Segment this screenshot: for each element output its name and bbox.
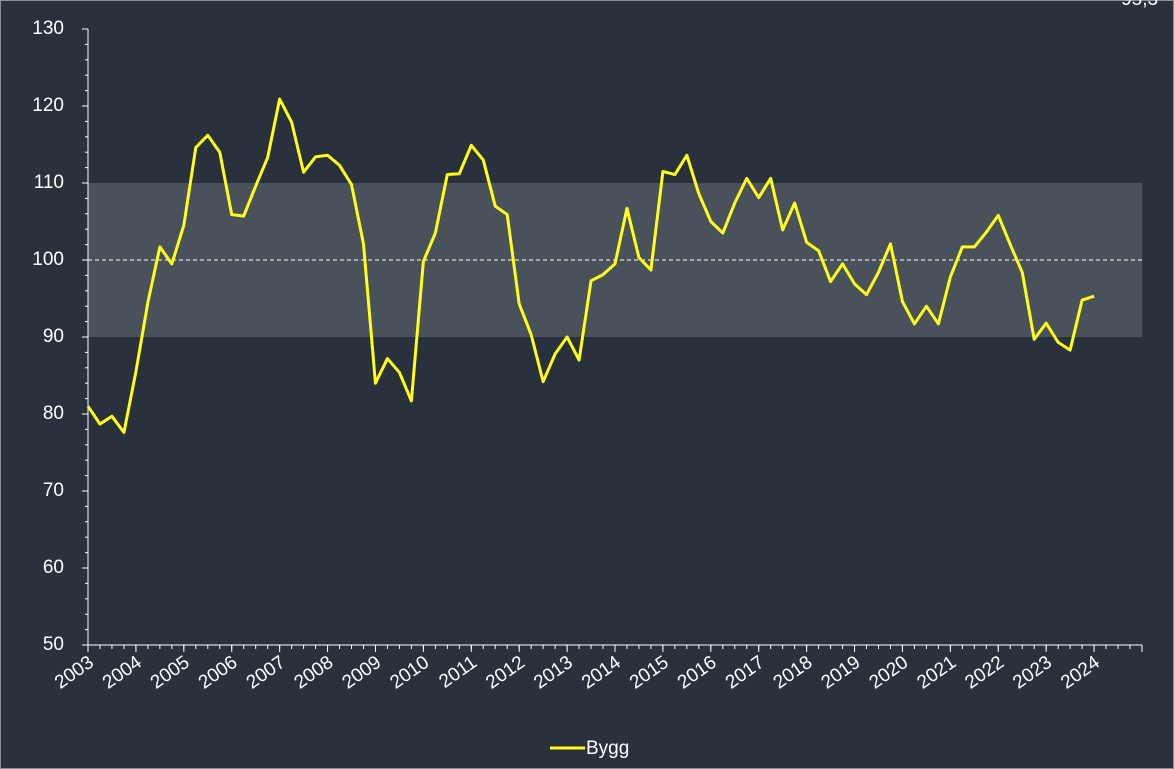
y-tick-label: 110 <box>34 172 64 193</box>
y-tick-label: 90 <box>43 326 64 347</box>
legend-label: Bygg <box>586 738 629 759</box>
line <box>86 97 1095 434</box>
y-tick-label: 120 <box>32 95 64 116</box>
value-label: 95,3 <box>1121 0 1158 10</box>
y-tick-label: 60 <box>43 557 64 578</box>
y-tick-label: 130 <box>32 18 64 39</box>
y-tick-label: 100 <box>32 249 64 270</box>
y-tick-label: 50 <box>43 634 64 655</box>
y-tick-label: 80 <box>43 403 64 424</box>
y-tick-label: 70 <box>43 480 64 501</box>
